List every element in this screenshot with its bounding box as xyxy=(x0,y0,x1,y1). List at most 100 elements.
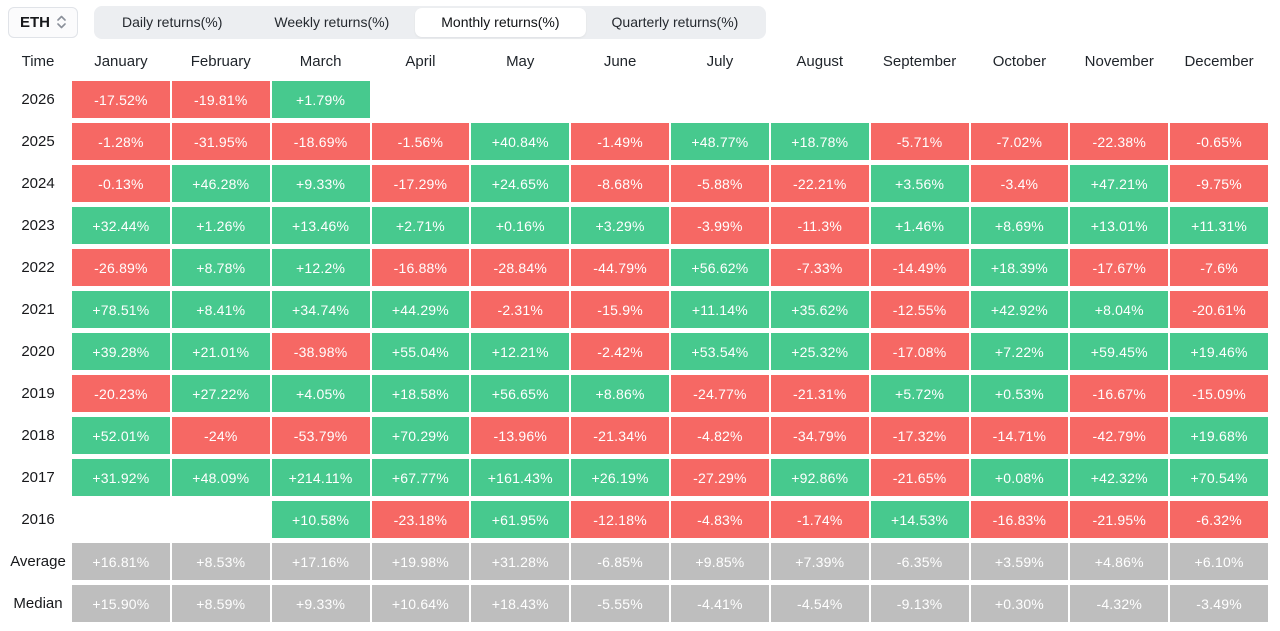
return-cell: +48.77% xyxy=(671,123,769,160)
return-cell: +31.28% xyxy=(471,543,570,580)
return-cell: -17.52% xyxy=(72,81,170,118)
return-cell: -16.88% xyxy=(371,249,470,286)
return-cell: +47.21% xyxy=(1070,165,1169,202)
return-cell: +8.69% xyxy=(970,207,1069,244)
return-cell: -0.13% xyxy=(72,165,170,202)
return-cell: +56.65% xyxy=(471,375,570,412)
return-cell: +32.44% xyxy=(72,207,170,244)
column-header-october: October xyxy=(992,52,1047,70)
top-toolbar: ETH Daily returns(%) Weekly returns(%) Mon… xyxy=(0,0,1280,42)
column-header-july: July xyxy=(706,52,734,70)
return-cell: -28.84% xyxy=(471,249,570,286)
return-cell: -4.54% xyxy=(770,585,869,622)
column-header-may: May xyxy=(506,52,535,70)
empty-cell xyxy=(971,81,1069,118)
return-cell: +24.65% xyxy=(471,165,570,202)
return-cell: +12.21% xyxy=(471,333,570,370)
return-cell: +3.29% xyxy=(571,207,669,244)
return-cell: -1.28% xyxy=(72,123,170,160)
coin-selector-label: ETH xyxy=(20,13,50,31)
return-cell: -4.83% xyxy=(671,501,769,538)
return-cell: +0.16% xyxy=(471,207,570,244)
return-cell: +31.92% xyxy=(72,459,170,496)
return-cell: -15.09% xyxy=(1170,375,1268,412)
tab-monthly-returns[interactable]: Monthly returns(%) xyxy=(415,7,586,37)
return-cell: -44.79% xyxy=(571,249,669,286)
return-cell: +35.62% xyxy=(770,291,869,328)
return-cell: +17.16% xyxy=(271,543,370,580)
return-cell: +67.77% xyxy=(371,459,470,496)
return-cell: +4.86% xyxy=(1070,543,1169,580)
empty-cell xyxy=(1070,81,1168,118)
return-cell: +39.28% xyxy=(72,333,170,370)
return-cell: -12.18% xyxy=(571,501,669,538)
return-cell: +18.43% xyxy=(471,585,570,622)
return-cell: -17.29% xyxy=(371,165,470,202)
column-header-january: January xyxy=(94,52,148,70)
return-cell: +9.33% xyxy=(271,165,370,202)
tab-weekly-returns[interactable]: Weekly returns(%) xyxy=(248,8,415,37)
return-cell: +92.86% xyxy=(770,459,869,496)
return-cell: -17.08% xyxy=(870,333,969,370)
return-cell: -7.6% xyxy=(1170,249,1268,286)
column-header-november: November xyxy=(1084,52,1154,70)
row-label-2026: 2026 xyxy=(21,91,55,108)
return-cell: -2.42% xyxy=(571,333,669,370)
return-cell: -3.49% xyxy=(1170,585,1268,622)
return-cell: -14.71% xyxy=(970,417,1069,454)
return-cell: -21.65% xyxy=(870,459,969,496)
return-cell: -4.41% xyxy=(671,585,769,622)
return-cell: +42.32% xyxy=(1070,459,1169,496)
return-cell: -34.79% xyxy=(770,417,869,454)
return-cell: +8.53% xyxy=(171,543,270,580)
updown-chevron-icon xyxy=(57,15,66,29)
row-label-2016: 2016 xyxy=(21,511,55,528)
return-cell: -13.96% xyxy=(471,417,570,454)
return-cell: -17.67% xyxy=(1070,249,1169,286)
empty-cell xyxy=(571,81,669,118)
return-cell: -6.85% xyxy=(571,543,669,580)
return-cell: +42.92% xyxy=(970,291,1069,328)
return-cell: -6.32% xyxy=(1170,501,1268,538)
column-header-june: June xyxy=(603,52,637,70)
return-cell: +0.53% xyxy=(970,375,1069,412)
return-cell: -14.49% xyxy=(870,249,969,286)
return-cell: +11.14% xyxy=(671,291,769,328)
return-cell: -22.21% xyxy=(770,165,869,202)
row-label-2025: 2025 xyxy=(21,133,55,150)
return-cell: -11.3% xyxy=(770,207,869,244)
return-cell: +19.98% xyxy=(371,543,470,580)
return-cell: -3.4% xyxy=(970,165,1069,202)
return-cell: +70.29% xyxy=(371,417,470,454)
row-label-2021: 2021 xyxy=(21,301,55,318)
return-cell: +61.95% xyxy=(471,501,570,538)
return-cell: +1.26% xyxy=(171,207,270,244)
return-cell: -4.32% xyxy=(1070,585,1169,622)
return-cell: -9.75% xyxy=(1170,165,1268,202)
return-cell: +15.90% xyxy=(72,585,170,622)
return-cell: +27.22% xyxy=(171,375,270,412)
column-header-april: April xyxy=(405,52,436,70)
row-label-2019: 2019 xyxy=(21,385,55,402)
return-cell: +10.64% xyxy=(371,585,470,622)
return-cell: +8.04% xyxy=(1070,291,1169,328)
row-label-2020: 2020 xyxy=(21,343,55,360)
return-cell: +34.74% xyxy=(271,291,370,328)
return-cell: +9.33% xyxy=(271,585,370,622)
return-cell: +1.79% xyxy=(271,81,370,118)
return-cell: +19.46% xyxy=(1170,333,1268,370)
return-cell: +12.2% xyxy=(271,249,370,286)
coin-selector[interactable]: ETH xyxy=(8,6,78,38)
return-cell: -4.82% xyxy=(671,417,769,454)
return-cell: +18.78% xyxy=(770,123,869,160)
return-cell: -21.95% xyxy=(1070,501,1169,538)
tab-daily-returns[interactable]: Daily returns(%) xyxy=(96,8,248,37)
return-cell: +55.04% xyxy=(371,333,470,370)
empty-cell xyxy=(172,501,270,538)
column-header-time: Time xyxy=(21,52,55,70)
return-cell: +3.56% xyxy=(870,165,969,202)
tab-quarterly-returns[interactable]: Quarterly returns(%) xyxy=(586,8,765,37)
return-cell: -6.35% xyxy=(870,543,969,580)
return-cell: +19.68% xyxy=(1170,417,1268,454)
return-cell: +18.58% xyxy=(371,375,470,412)
